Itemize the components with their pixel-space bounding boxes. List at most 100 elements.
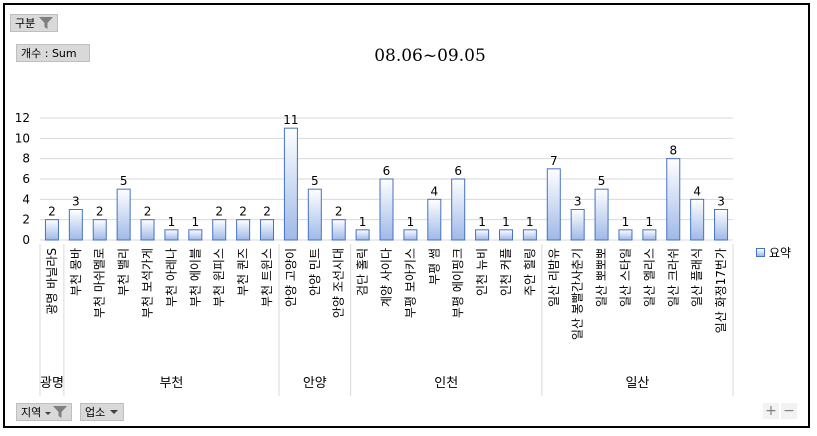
bar <box>331 219 346 241</box>
x-tick-label: 부천 보석가게 <box>140 248 155 318</box>
bar <box>618 229 633 241</box>
data-label: 5 <box>598 174 606 188</box>
data-label: 1 <box>478 215 486 229</box>
data-label: 2 <box>335 205 343 219</box>
x-tick-label: 부평 에이핑크 <box>451 248 465 318</box>
data-label: 4 <box>430 184 438 198</box>
bar <box>44 219 59 241</box>
data-label: 2 <box>144 205 152 219</box>
x-tick-label: 부천 아레나 <box>163 248 178 307</box>
bar <box>690 198 705 241</box>
bar <box>140 219 155 241</box>
data-label: 6 <box>454 164 462 178</box>
value-field-label: 개수 : Sum <box>21 47 77 60</box>
legend-swatch <box>756 248 765 257</box>
bar <box>188 229 203 241</box>
group-label: 일산 <box>625 376 649 391</box>
y-tick-label: 2 <box>22 213 30 227</box>
data-label: 5 <box>120 174 128 188</box>
data-label: 3 <box>717 195 725 209</box>
bar <box>355 229 370 241</box>
data-label: 2 <box>263 205 271 219</box>
x-tick-label: 부천 몽바 <box>68 248 83 296</box>
y-tick-label: 6 <box>22 172 30 186</box>
bar <box>260 219 275 241</box>
group-label: 인천 <box>434 376 458 391</box>
y-tick-label: 12 <box>15 111 30 125</box>
x-tick-label: 부천 에이블 <box>187 248 202 307</box>
data-label: 6 <box>383 164 391 178</box>
x-tick-label: 부천 윈피스 <box>211 248 226 307</box>
x-tick-label: 안양 민트 <box>308 248 322 296</box>
data-label: 1 <box>192 215 200 229</box>
x-tick-label: 인천 뉴비 <box>474 248 489 296</box>
x-tick-label: 주안 힐링 <box>523 248 537 296</box>
bar <box>546 168 561 241</box>
value-field-button[interactable]: 개수 : Sum <box>16 44 90 62</box>
data-label: 1 <box>622 215 630 229</box>
bar <box>522 229 537 241</box>
x-tick-label: 부천 밸리 <box>116 248 131 296</box>
bar <box>164 229 179 241</box>
data-label: 5 <box>311 174 319 188</box>
data-label: 7 <box>550 154 558 168</box>
data-label: 4 <box>693 184 701 198</box>
bar <box>714 209 729 241</box>
x-tick-label: 계양 사이다 <box>380 248 394 307</box>
data-label: 1 <box>646 215 654 229</box>
filter-icon <box>39 17 54 29</box>
x-tick-label: 인천 커플 <box>498 248 513 296</box>
bar <box>283 127 298 241</box>
bar <box>666 158 681 241</box>
x-tick-label: 부천 마쉬멜로 <box>92 248 107 318</box>
bar <box>236 219 251 241</box>
x-tick-label: 부천 트윈스 <box>259 248 274 307</box>
shop-field-button[interactable]: 업소 <box>80 403 125 421</box>
collapse-button[interactable]: − <box>781 403 797 419</box>
region-field-label: 지역 <box>21 406 42 419</box>
bar <box>212 219 227 241</box>
x-tick-label: 일산 뽀뽀뽀 <box>595 248 609 307</box>
group-label: 부천 <box>159 376 183 391</box>
bar <box>427 198 442 241</box>
y-tick-label: 0 <box>22 233 30 247</box>
region-field-button[interactable]: 지역 <box>16 403 73 421</box>
bar <box>307 188 322 241</box>
bar <box>116 188 131 241</box>
category-filter-button[interactable]: 구분 <box>10 14 59 32</box>
bar <box>403 229 418 241</box>
group-label: 안양 <box>303 376 327 391</box>
data-label: 2 <box>48 205 56 219</box>
category-filter-label: 구분 <box>15 17 36 30</box>
data-label: 1 <box>168 215 176 229</box>
expand-button[interactable]: + <box>763 403 779 419</box>
x-tick-label: 안양 조선시대 <box>332 248 346 318</box>
data-label: 11 <box>283 113 298 127</box>
group-label: 광명 <box>40 376 64 391</box>
x-tick-label: 검단 홀릭 <box>356 248 370 296</box>
x-tick-label: 안양 고양이 <box>284 248 298 307</box>
x-tick-label: 광명 바닐라S <box>45 248 59 315</box>
y-tick-label: 4 <box>22 192 30 206</box>
x-tick-label: 일산 엘리스 <box>642 248 656 307</box>
data-label: 2 <box>239 205 247 219</box>
data-label: 2 <box>96 205 104 219</box>
bar <box>92 219 107 241</box>
x-tick-label: 일산 화정17번가 <box>714 248 728 333</box>
legend: 요약 <box>756 244 791 261</box>
data-label: 2 <box>215 205 223 219</box>
x-tick-label: 일산 플래식 <box>690 248 704 307</box>
dropdown-arrow-icon <box>110 410 119 414</box>
data-label: 3 <box>72 195 80 209</box>
bar <box>594 188 609 241</box>
x-tick-label: 일산 리밤유 <box>547 248 561 307</box>
bar <box>451 178 466 241</box>
bar <box>570 209 585 241</box>
legend-label: 요약 <box>769 246 792 260</box>
x-tick-label: 일산 봉빨간사춘기 <box>571 248 585 340</box>
x-tick-label: 일산 스타일 <box>618 248 632 307</box>
x-tick-label: 부평 썸 <box>427 248 441 285</box>
bar <box>379 178 394 241</box>
shop-field-label: 업소 <box>85 406 106 419</box>
data-label: 8 <box>669 144 677 158</box>
